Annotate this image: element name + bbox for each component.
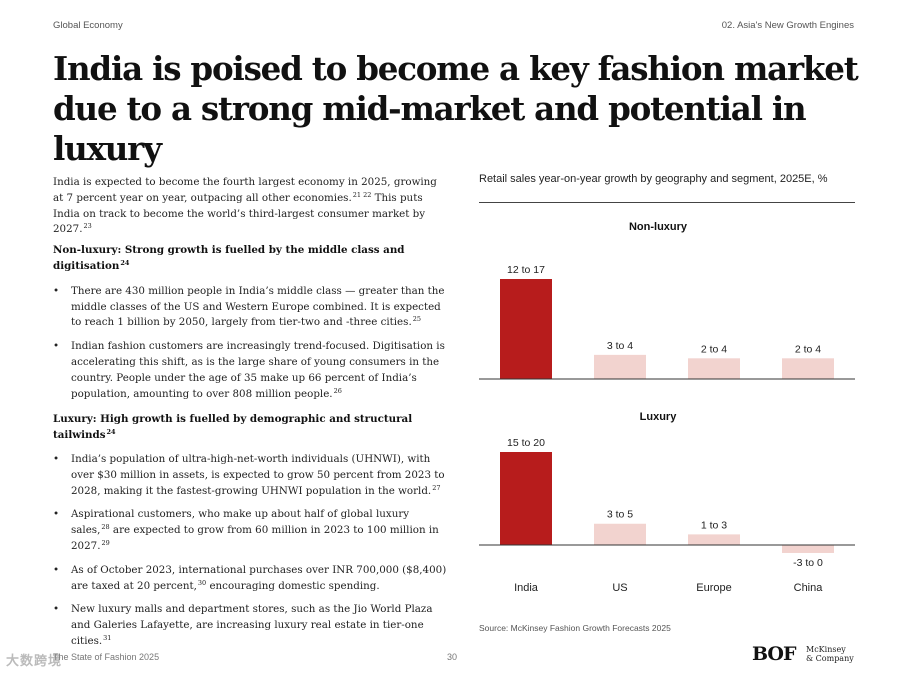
watermark: 大数跨境	[6, 653, 63, 668]
bar-china	[782, 545, 834, 553]
chart-source: Source: McKinsey Fashion Growth Forecast…	[479, 623, 671, 633]
footnote-ref: 25	[412, 315, 421, 324]
bof-logo: BOF	[752, 643, 796, 665]
header-section-label: Global Economy	[53, 20, 123, 31]
bullet-text: There are 430 million people in India’s …	[71, 284, 445, 329]
footnote-ref: 26	[333, 386, 342, 395]
list-item: As of October 2023, international purcha…	[53, 563, 449, 595]
bar-india	[500, 452, 552, 545]
list-item: New luxury malls and department stores, …	[53, 602, 449, 649]
luxury-subheading-text: Luxury: High growth is fuelled by demogr…	[53, 413, 413, 442]
bullet-text: India’s population of ultra-high-net-wor…	[71, 452, 445, 497]
bullet-text: New luxury malls and department stores, …	[71, 603, 433, 647]
footnote-ref: 24	[120, 258, 130, 267]
bullet-text: Aspirational customers, who make up abou…	[71, 508, 410, 537]
bar-us	[594, 523, 646, 545]
data-label: 3 to 5	[607, 509, 633, 521]
mckinsey-logo-line: & Company	[806, 654, 854, 663]
data-label: 2 to 4	[795, 343, 821, 355]
footnote-ref: 28	[101, 523, 110, 532]
non-luxury-subheading-text: Non-luxury: Strong growth is fuelled by …	[53, 244, 405, 272]
footnote-ref: 27	[432, 483, 441, 492]
body-text-column: India is expected to become the fourth l…	[53, 175, 449, 650]
footnote-ref: 24	[106, 428, 116, 437]
growth-bar-chart: Non-luxury 12 to 17 3 to 4 2 to 4 2 to 4 Luxu…	[479, 221, 855, 594]
list-item: Aspirational customers, who make up abou…	[53, 507, 449, 554]
bullet-text: As of October 2023, international purcha…	[71, 563, 447, 592]
non-luxury-bullet-list: There are 430 million people in India’s …	[53, 284, 449, 403]
data-label: 3 to 4	[607, 340, 633, 352]
bar-europe	[688, 358, 740, 379]
list-item: India’s population of ultra-high-net-wor…	[53, 452, 449, 499]
footnote-ref: 31	[103, 633, 112, 642]
panel-title: Luxury	[640, 411, 678, 423]
intro-text-2: This puts India on track to become the w…	[53, 191, 426, 236]
category-label: Europe	[696, 582, 731, 594]
category-label: US	[612, 582, 627, 594]
data-label: -3 to 0	[793, 557, 823, 569]
page-number: 30	[447, 652, 458, 662]
list-item: There are 430 million people in India’s …	[53, 284, 449, 331]
footnote-ref: 29	[101, 538, 110, 547]
chart-title-rule	[479, 202, 855, 203]
bar-china	[782, 358, 834, 379]
category-label: India	[514, 582, 539, 594]
page-title: India is poised to become a key fashion …	[53, 49, 859, 168]
mckinsey-logo-line: McKinsey	[806, 645, 846, 654]
footer-publication: The State of Fashion 2025	[53, 652, 160, 662]
header-chapter-label: 02. Asia's New Growth Engines	[721, 20, 854, 31]
mckinsey-logo: McKinsey & Company	[806, 645, 854, 663]
intro-text-1: India is expected to become the fourth l…	[53, 176, 437, 204]
non-luxury-subheading: Non-luxury: Strong growth is fuelled by …	[53, 243, 449, 275]
footnote-ref: 30	[197, 578, 207, 587]
data-label: 12 to 17	[507, 264, 545, 276]
bar-us	[594, 354, 646, 379]
list-item: Indian fashion customers are increasingl…	[53, 339, 449, 402]
bullet-text: Indian fashion customers are increasingl…	[71, 340, 445, 400]
data-label: 2 to 4	[701, 343, 727, 355]
footnote-ref: 23	[83, 222, 92, 231]
panel-title: Non-luxury	[629, 221, 688, 233]
bar-europe	[688, 534, 740, 545]
bar-india	[500, 279, 552, 379]
data-label: 1 to 3	[701, 519, 727, 531]
category-label: China	[794, 582, 824, 594]
data-label: 15 to 20	[507, 437, 545, 449]
chart-title: Retail sales year-on-year growth by geog…	[479, 173, 828, 185]
intro-paragraph: India is expected to become the fourth l…	[53, 175, 449, 238]
bullet-text: are expected to grow from 60 million in …	[71, 524, 439, 552]
bullet-text: encouraging domestic spending.	[206, 579, 380, 592]
footnote-ref: 21 22	[352, 190, 372, 199]
luxury-subheading: Luxury: High growth is fuelled by demogr…	[53, 412, 449, 444]
luxury-bullet-list: India’s population of ultra-high-net-wor…	[53, 452, 449, 650]
